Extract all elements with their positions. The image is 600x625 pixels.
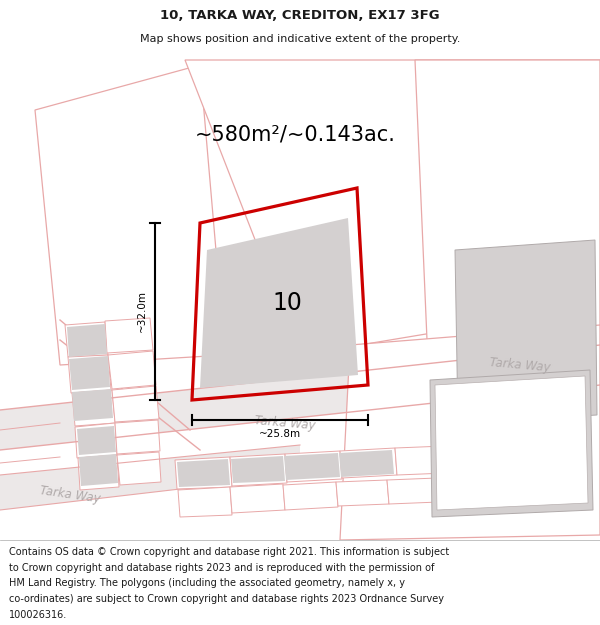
Polygon shape (112, 386, 159, 422)
Polygon shape (339, 450, 394, 477)
Polygon shape (79, 454, 118, 486)
Polygon shape (415, 60, 600, 415)
Polygon shape (65, 322, 108, 357)
Polygon shape (115, 420, 160, 454)
Polygon shape (231, 456, 285, 483)
Polygon shape (230, 454, 287, 486)
Polygon shape (67, 324, 107, 357)
Polygon shape (430, 370, 593, 517)
Polygon shape (435, 376, 588, 510)
Polygon shape (336, 480, 389, 506)
Polygon shape (230, 484, 285, 513)
Text: HM Land Registry. The polygons (including the associated geometry, namely x, y: HM Land Registry. The polygons (includin… (9, 578, 405, 588)
Polygon shape (185, 60, 600, 355)
Polygon shape (283, 482, 338, 510)
Text: Tarka Way: Tarka Way (39, 484, 101, 506)
Polygon shape (175, 457, 232, 489)
Text: Tarka Way: Tarka Way (489, 356, 551, 374)
Polygon shape (72, 389, 113, 421)
Text: Contains OS data © Crown copyright and database right 2021. This information is : Contains OS data © Crown copyright and d… (9, 547, 449, 557)
Polygon shape (284, 453, 340, 480)
Polygon shape (72, 390, 115, 426)
Polygon shape (78, 455, 119, 490)
Polygon shape (200, 218, 358, 388)
Polygon shape (108, 351, 156, 389)
Text: 10, TARKA WAY, CREDITON, EX17 3FG: 10, TARKA WAY, CREDITON, EX17 3FG (160, 9, 440, 22)
Polygon shape (340, 325, 600, 540)
Polygon shape (0, 445, 300, 510)
Polygon shape (285, 451, 342, 482)
Polygon shape (75, 423, 117, 458)
Polygon shape (340, 448, 397, 478)
Polygon shape (35, 65, 225, 365)
Text: Map shows position and indicative extent of the property.: Map shows position and indicative extent… (140, 34, 460, 44)
Text: ~32.0m: ~32.0m (137, 291, 147, 332)
Polygon shape (105, 318, 153, 353)
Polygon shape (387, 478, 439, 504)
Polygon shape (455, 240, 597, 423)
Text: Tarka Way: Tarka Way (254, 414, 316, 432)
Polygon shape (395, 446, 447, 475)
Text: to Crown copyright and database rights 2023 and is reproduced with the permissio: to Crown copyright and database rights 2… (9, 562, 434, 572)
Text: ~25.8m: ~25.8m (259, 429, 301, 439)
Polygon shape (68, 355, 111, 393)
Polygon shape (69, 356, 110, 390)
Text: co-ordinates) are subject to Crown copyright and database rights 2023 Ordnance S: co-ordinates) are subject to Crown copyr… (9, 594, 444, 604)
Polygon shape (77, 426, 116, 455)
Text: 100026316.: 100026316. (9, 610, 67, 620)
Text: 10: 10 (272, 291, 302, 315)
Text: ~580m²/~0.143ac.: ~580m²/~0.143ac. (194, 125, 395, 145)
Polygon shape (177, 459, 230, 487)
Polygon shape (117, 452, 161, 485)
Polygon shape (0, 345, 600, 450)
Polygon shape (178, 487, 232, 517)
